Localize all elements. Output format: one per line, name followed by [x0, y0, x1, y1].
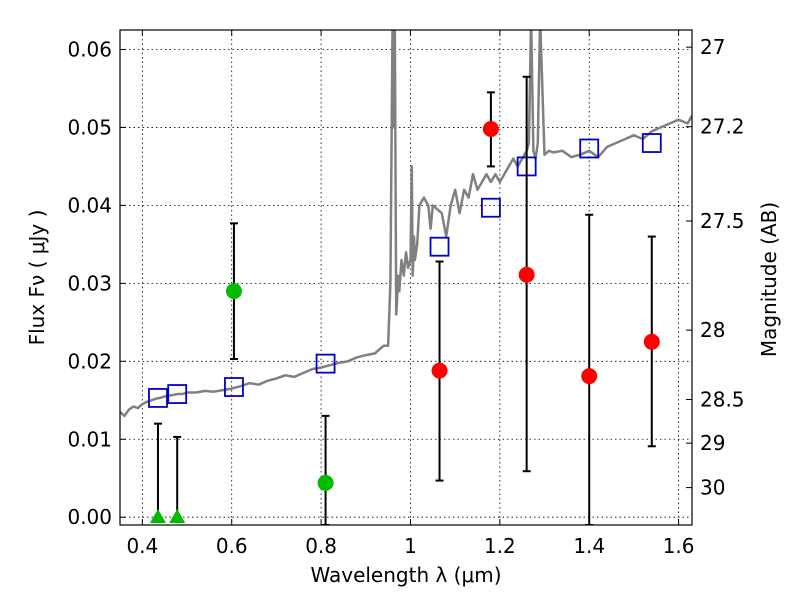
x-tick-label: 0.4	[126, 534, 158, 558]
model-photometry-point	[641, 133, 662, 153]
y2-tick-label: 27	[700, 35, 725, 59]
detection-point	[518, 266, 535, 283]
model-photometry-point	[579, 138, 600, 159]
detection-point	[317, 474, 334, 491]
grid	[120, 30, 692, 525]
axes-frame	[119, 29, 693, 526]
y-tick-label: 0.02	[67, 349, 112, 373]
sed-template-line	[120, 30, 692, 418]
model-photometry-point	[148, 388, 168, 408]
x-axis-label: Wavelength λ (μm)	[310, 563, 501, 587]
y2-tick-label: 30	[700, 476, 725, 500]
upper-limit-point	[149, 508, 166, 523]
y2-tick-label: 28	[700, 318, 725, 342]
plot-area	[120, 30, 692, 525]
x-tick-label: 1.4	[573, 534, 605, 558]
y-tick-label: 0.04	[67, 193, 112, 217]
y2-tick-label: 27.2	[700, 115, 745, 139]
model-photometry-point	[315, 353, 336, 374]
y2-tick-label: 27.5	[700, 209, 745, 233]
model-photometry-point	[167, 384, 188, 404]
x-tick-label: 1.2	[484, 534, 516, 558]
y2-tick-label: 29	[700, 431, 725, 455]
y-tick-label: 0.03	[67, 271, 112, 295]
x-tick-label: 0.8	[305, 534, 337, 558]
detection-point	[643, 333, 660, 350]
detection-point	[581, 368, 598, 385]
detection-point	[225, 283, 242, 300]
x-tick-label: 0.6	[216, 534, 248, 558]
x-tick-label: 1.6	[663, 534, 695, 558]
model-photometry-point	[481, 197, 501, 218]
y-axis-label: Flux Fν ( μJy )	[25, 210, 49, 346]
upper-limit-point	[169, 508, 186, 523]
y2-tick-label: 28.5	[700, 387, 745, 411]
y-tick-label: 0.00	[67, 505, 112, 529]
x-tick-label: 1	[404, 534, 417, 558]
detection-point	[431, 362, 448, 379]
model-photometry-point	[224, 377, 244, 397]
y-tick-label: 0.06	[67, 37, 112, 61]
ticks: 0.4 0.6 0.8 1 1.2 1.4 1.6 0.00 0.01 0.02 0.03 0.04 0…	[67, 30, 745, 558]
y-tick-label: 0.05	[67, 115, 112, 139]
y2-axis-label: Magnitude (AB)	[757, 202, 781, 357]
detection-point	[482, 121, 499, 137]
model-photometry-point	[429, 236, 450, 257]
y-tick-label: 0.01	[67, 427, 112, 451]
